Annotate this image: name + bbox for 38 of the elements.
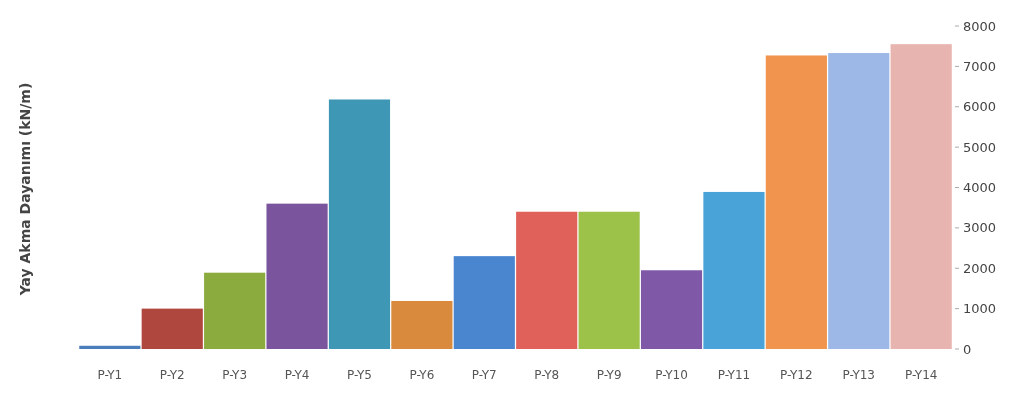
x-tick-label: P-Y12 <box>780 368 813 382</box>
bar <box>890 44 952 349</box>
x-tick-label: P-Y13 <box>842 368 875 382</box>
bar <box>765 55 827 349</box>
x-tick-label: P-Y6 <box>409 368 435 382</box>
y-tick-label: 3000 <box>963 220 997 236</box>
bar <box>703 191 765 349</box>
bar <box>328 99 391 349</box>
y-tick-label: 4000 <box>963 180 997 196</box>
x-tick-label: P-Y11 <box>717 368 751 382</box>
bar <box>141 308 203 349</box>
bar <box>391 300 453 349</box>
x-tick-label: P-Y3 <box>222 368 248 382</box>
x-tick-label: P-Y7 <box>471 368 497 382</box>
bar <box>640 270 703 349</box>
x-tick-label: P-Y14 <box>904 368 938 382</box>
bar <box>79 345 141 349</box>
bar <box>828 53 890 349</box>
y-tick-label: 7000 <box>963 58 997 74</box>
x-tick-label: P-Y9 <box>596 368 622 382</box>
bar <box>453 256 515 349</box>
x-tick-label: P-Y10 <box>655 368 688 382</box>
y-tick-label: 6000 <box>963 99 997 115</box>
y-axis-title: Yay Akma Dayanımı (kN/m) <box>17 82 33 297</box>
y-tick-label: 0 <box>963 341 972 357</box>
x-tick-label: P-Y5 <box>347 368 372 382</box>
bar <box>266 203 328 349</box>
y-tick-label: 5000 <box>963 139 997 155</box>
bar <box>204 272 266 349</box>
y-tick-label: 2000 <box>963 260 997 276</box>
x-tick-label: P-Y4 <box>284 368 310 382</box>
x-tick-label: P-Y8 <box>534 368 560 382</box>
bar <box>516 211 578 349</box>
bar <box>578 211 640 349</box>
x-tick-label: P-Y1 <box>97 368 123 382</box>
y-tick-label: 8000 <box>963 18 997 34</box>
y-tick-label: 1000 <box>963 301 997 317</box>
x-tick-label: P-Y2 <box>159 368 185 382</box>
